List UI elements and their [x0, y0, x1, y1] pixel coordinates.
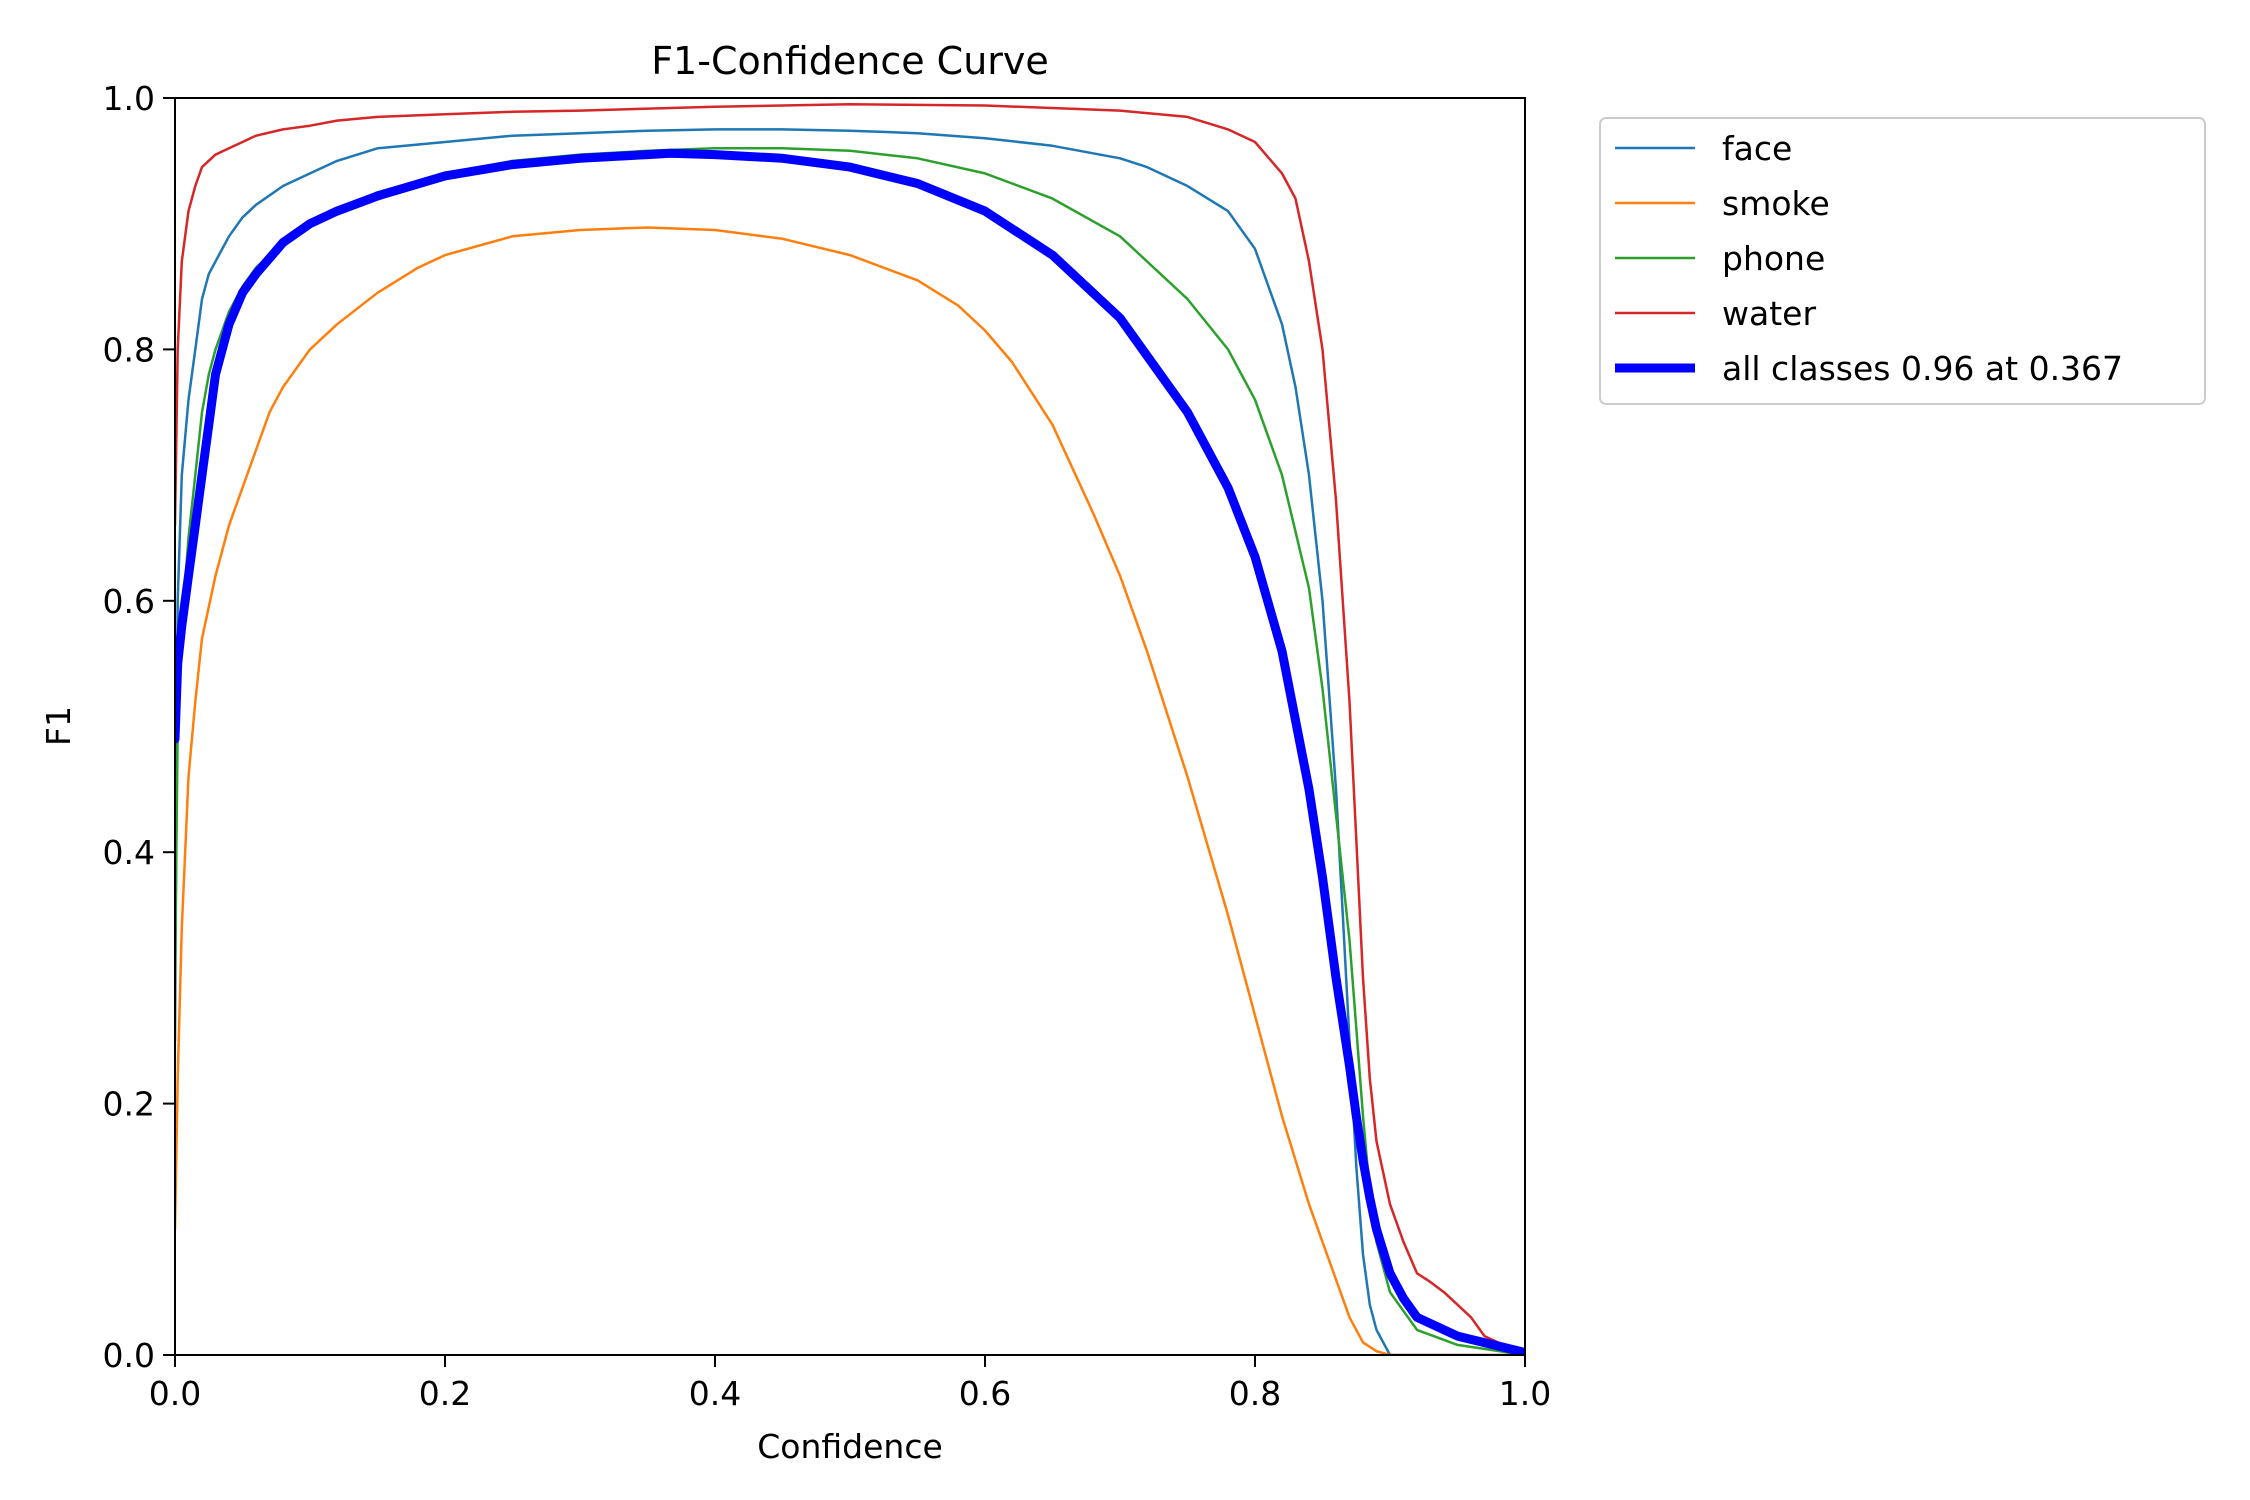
legend-label-smoke: smoke [1722, 184, 1830, 223]
y-tick-label-2: 0.4 [103, 833, 155, 872]
legend-label-all-classes-0-96-at-0-367: all classes 0.96 at 0.367 [1722, 349, 2123, 388]
series-line-phone [175, 147, 1525, 1355]
y-axis-label: F1 [39, 706, 78, 746]
y-tick-label-4: 0.8 [103, 330, 155, 369]
x-tick-label-5: 1.0 [1499, 1374, 1551, 1413]
legend-label-face: face [1722, 129, 1792, 168]
legend: face smoke phone water all classes 0.96 at 0… [1599, 117, 2206, 405]
y-axis-ticks: 0.0 0.2 0.4 0.6 0.8 1.0 [103, 79, 175, 1375]
x-tick-label-1: 0.2 [419, 1374, 471, 1413]
y-tick-label-3: 0.6 [103, 582, 155, 621]
x-axis-ticks: 0.0 0.2 0.4 0.6 0.8 1.0 [149, 1355, 1551, 1413]
y-tick-label-5: 1.0 [103, 79, 155, 118]
series-line-smoke [175, 226, 1525, 1355]
plot-area [175, 98, 1525, 1355]
x-axis-label: Confidence [757, 1427, 943, 1466]
series-line-all-classes-0-96-at-0-367 [175, 148, 1525, 1355]
y-tick-label-0: 0.0 [103, 1336, 155, 1375]
x-tick-label-0: 0.0 [149, 1374, 201, 1413]
series-layer [175, 103, 1525, 1355]
axes-frame [174, 97, 1526, 1356]
x-tick-label-2: 0.4 [689, 1374, 741, 1413]
x-tick-label-4: 0.8 [1229, 1374, 1281, 1413]
legend-label-water: water [1722, 294, 1816, 333]
y-tick-label-1: 0.2 [103, 1085, 155, 1124]
legend-entries: face smoke phone water all classes 0.96 at 0… [1615, 129, 2123, 388]
chart-title: F1-Confidence Curve [651, 39, 1049, 83]
series-line-face [175, 128, 1525, 1355]
legend-label-phone: phone [1722, 239, 1825, 278]
series-line-water [175, 103, 1525, 1355]
x-tick-label-3: 0.6 [959, 1374, 1011, 1413]
legend-box [1599, 117, 2206, 405]
